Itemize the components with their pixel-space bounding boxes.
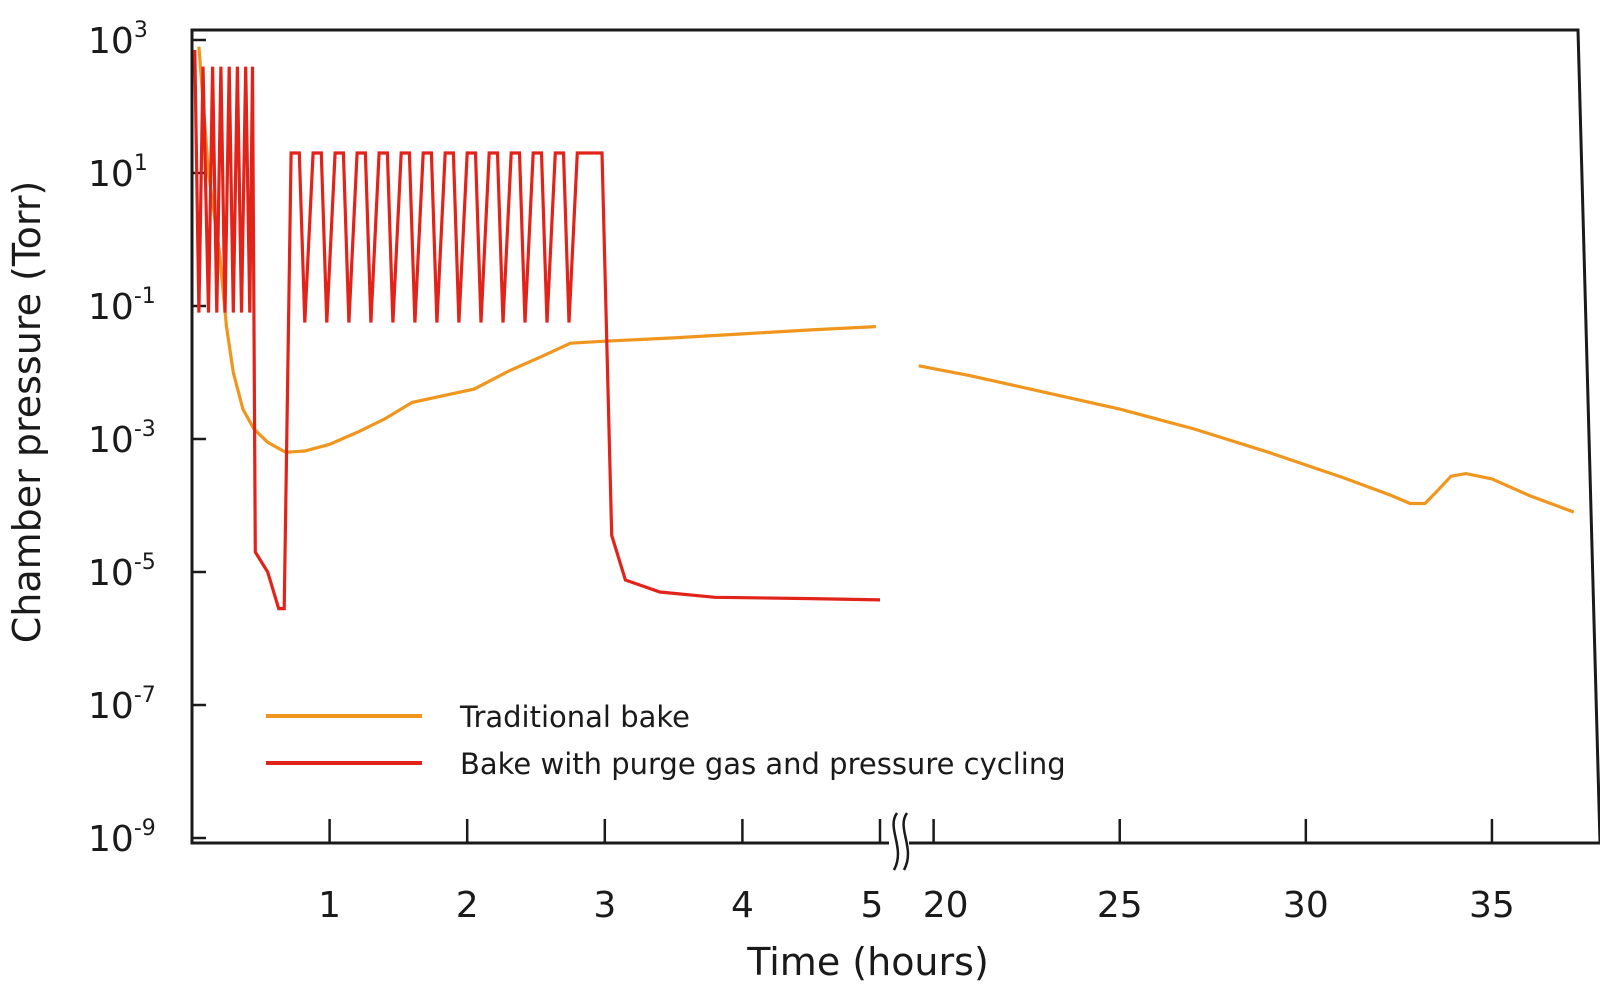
legend: Traditional bake Bake with purge gas and… — [266, 700, 1066, 781]
x-tick-label: 35 — [1469, 885, 1515, 926]
y-tick-label: 10-3 — [88, 417, 156, 461]
series-line-1 — [918, 364, 1575, 514]
x-tick-label: 25 — [1097, 885, 1143, 926]
y-tick-label: 101 — [88, 151, 148, 195]
y-tick-exponent: -5 — [134, 550, 156, 575]
y-tick-exponent: -1 — [134, 284, 156, 309]
series-line-0 — [197, 46, 876, 454]
y-tick-base: 10 — [88, 819, 134, 860]
y-tick-label: 10-5 — [88, 550, 156, 594]
y-tick-base: 10 — [88, 287, 134, 328]
y-tick-exponent: 1 — [134, 151, 148, 176]
x-axis-title: Time (hours) — [746, 940, 989, 984]
y-tick-exponent: -3 — [134, 417, 156, 442]
y-tick-label: 10-9 — [88, 816, 156, 860]
x-tick-label: 4 — [731, 885, 754, 926]
y-tick-base: 10 — [88, 553, 134, 594]
x-tick-label: 5 — [861, 885, 884, 926]
y-tick-base: 10 — [88, 154, 134, 195]
y-tick-base: 10 — [88, 21, 134, 62]
x-tick-label: 1 — [318, 885, 341, 926]
y-tick-base: 10 — [88, 686, 134, 727]
y-tick-base: 10 — [88, 420, 134, 461]
series-line-2 — [193, 49, 881, 611]
axis-break — [889, 812, 910, 871]
y-axis-title: Chamber pressure (Torr) — [5, 181, 49, 644]
y-tick-label: 10-1 — [88, 284, 156, 328]
series-layer — [193, 46, 1575, 611]
x-axis: 1 2 3 4 5 20 25 30 35 — [318, 819, 1515, 926]
x-tick-label: 3 — [593, 885, 616, 926]
y-tick-exponent: -7 — [134, 683, 156, 708]
x-tick-label: 20 — [923, 885, 969, 926]
legend-label-traditional-bake: Traditional bake — [459, 700, 690, 734]
x-tick-label: 2 — [456, 885, 479, 926]
axis-break-gap — [889, 837, 909, 849]
x-tick-label: 30 — [1283, 885, 1329, 926]
y-tick-label: 103 — [88, 18, 148, 62]
y-tick-label: 10-7 — [88, 683, 156, 727]
axis-break-mark-right — [902, 812, 910, 871]
y-tick-exponent: -9 — [134, 816, 156, 841]
y-tick-exponent: 3 — [134, 18, 148, 43]
legend-label-purge-gas: Bake with purge gas and pressure cycling — [460, 747, 1066, 781]
axis-break-mark-left — [892, 812, 900, 871]
